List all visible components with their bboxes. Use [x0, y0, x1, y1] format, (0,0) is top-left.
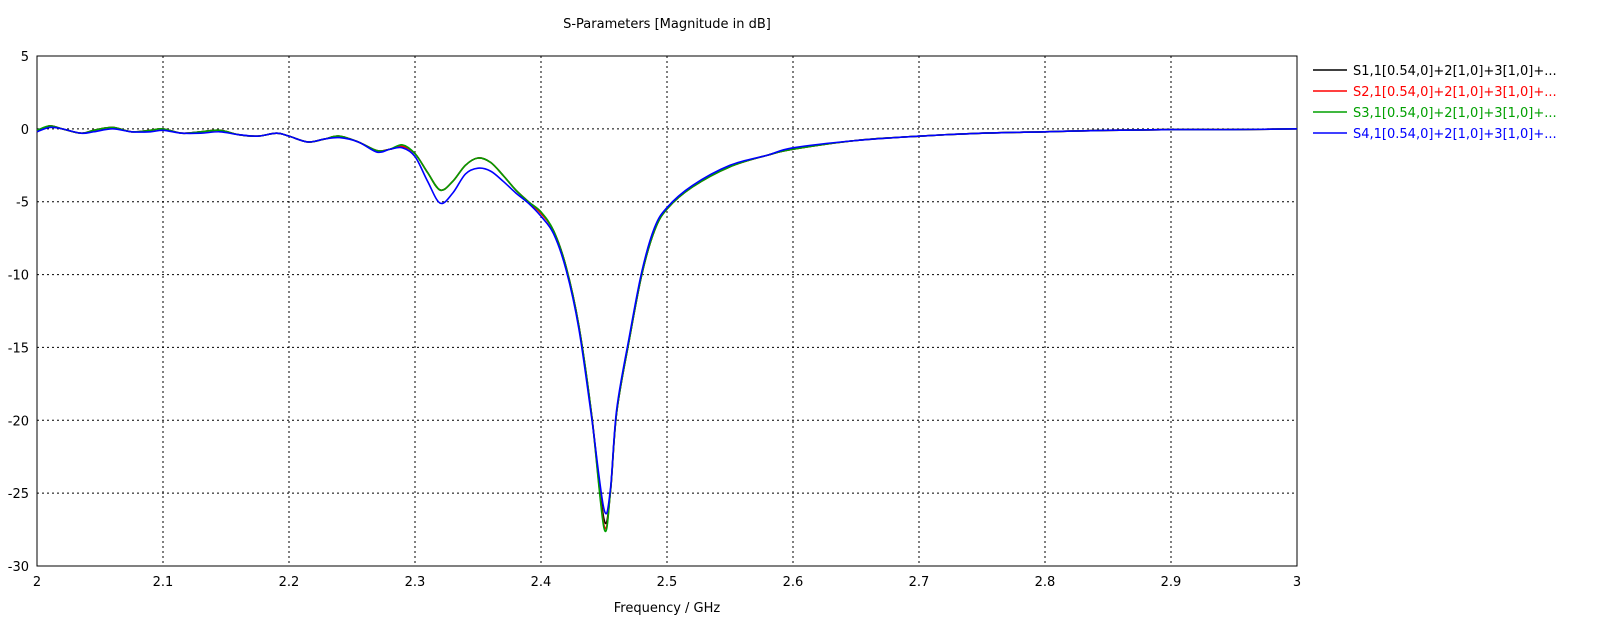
x-tick-label: 2.3	[405, 575, 426, 590]
grid-layer	[37, 56, 1297, 566]
y-tick-label: 5	[21, 50, 29, 65]
x-tick-label: 2.7	[909, 575, 930, 590]
y-tick-label: -5	[16, 196, 29, 211]
legend-item-3[interactable]: S3,1[0.54,0]+2[1,0]+3[1,0]+...	[1313, 106, 1557, 121]
x-tick-label: 3	[1293, 575, 1301, 590]
y-tick-label: -15	[8, 341, 29, 356]
legend-label: S1,1[0.54,0]+2[1,0]+3[1,0]+...	[1353, 64, 1557, 79]
x-tick-label: 2.1	[153, 575, 174, 590]
y-tick-label: 0	[21, 123, 29, 138]
x-tick-label: 2.8	[1035, 575, 1056, 590]
series-line-4	[36, 126, 1298, 515]
y-tick-label: -25	[8, 487, 29, 502]
chart-title: S-Parameters [Magnitude in dB]	[563, 17, 771, 32]
x-tick-label: 2.5	[657, 575, 678, 590]
legend[interactable]: S1,1[0.54,0]+2[1,0]+3[1,0]+... S2,1[0.54,…	[1313, 64, 1557, 142]
y-tick-label: -30	[8, 560, 29, 575]
series-layer	[36, 125, 1298, 533]
x-tick-label: 2.6	[783, 575, 804, 590]
legend-label: S3,1[0.54,0]+2[1,0]+3[1,0]+...	[1353, 106, 1557, 121]
y-tick-label: -20	[8, 414, 29, 429]
x-axis-ticks: 2 2.1 2.2 2.3 2.4 2.5 2.6 2.7 2.8 2.9 3	[33, 575, 1301, 590]
x-tick-label: 2.2	[279, 575, 300, 590]
y-tick-label: -10	[8, 269, 29, 284]
legend-label: S4,1[0.54,0]+2[1,0]+3[1,0]+...	[1353, 127, 1557, 142]
series-line-1	[36, 125, 1298, 525]
x-tick-label: 2.4	[531, 575, 552, 590]
x-tick-label: 2.9	[1161, 575, 1182, 590]
x-tick-label: 2	[33, 575, 41, 590]
plot-area-frame	[36, 55, 1298, 567]
legend-item-1[interactable]: S1,1[0.54,0]+2[1,0]+3[1,0]+...	[1313, 64, 1557, 79]
y-axis-ticks: 5 0 -5 -10 -15 -20 -25 -30	[8, 50, 29, 575]
legend-label: S2,1[0.54,0]+2[1,0]+3[1,0]+...	[1353, 85, 1557, 100]
legend-item-4[interactable]: S4,1[0.54,0]+2[1,0]+3[1,0]+...	[1313, 127, 1557, 142]
x-axis-label: Frequency / GHz	[614, 601, 721, 616]
legend-item-2[interactable]: S2,1[0.54,0]+2[1,0]+3[1,0]+...	[1313, 85, 1557, 100]
